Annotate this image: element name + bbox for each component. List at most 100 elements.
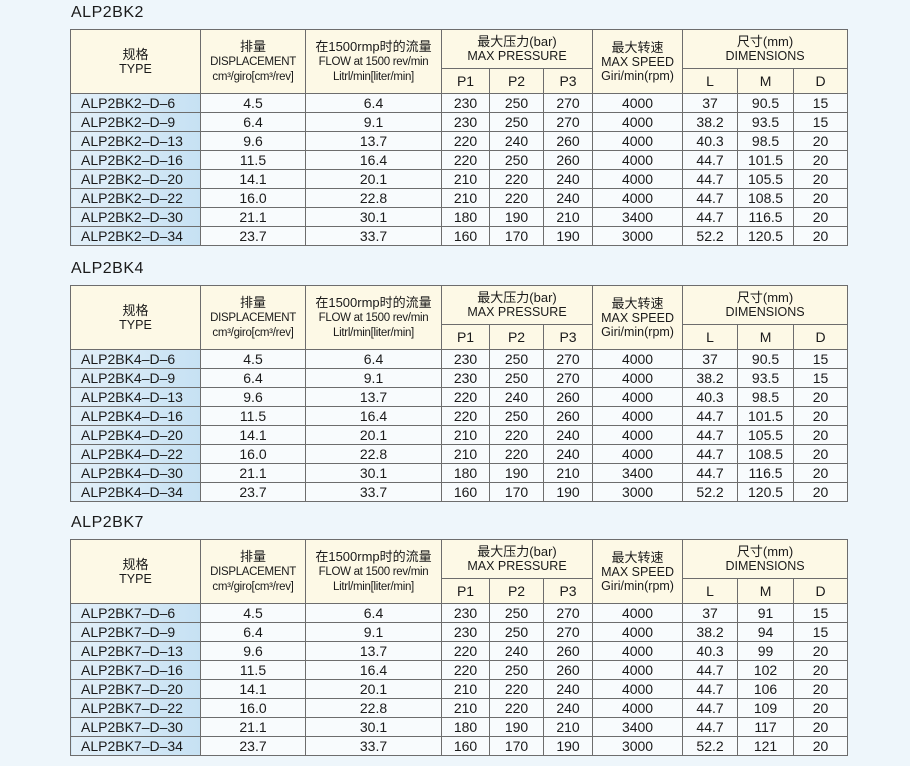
header-text: 规格 bbox=[122, 46, 149, 62]
cell-displacement: 23.7 bbox=[200, 226, 306, 246]
cell-dim-m: 121 bbox=[737, 736, 795, 756]
header-text: MAX SPEED bbox=[601, 564, 674, 579]
table-row: ALP2BK2–D–6 4.5 6.4 230 250 270 4000 37 90.5 15 bbox=[70, 93, 849, 113]
cell-max-speed: 4000 bbox=[592, 169, 684, 189]
header-row: 规格 TYPE 排量 DISPLACEMENT cm³/giro[cm³/rev] 在… bbox=[70, 29, 849, 94]
cell-displacement: 21.1 bbox=[200, 463, 306, 483]
header-m: M bbox=[737, 68, 795, 94]
cell-max-speed: 3000 bbox=[592, 226, 684, 246]
header-flow: 在1500rmp时的流量 FLOW at 1500 rev/min Litrl/mi… bbox=[305, 539, 442, 604]
cell-p3: 190 bbox=[542, 482, 594, 502]
cell-p1: 220 bbox=[441, 387, 490, 407]
cell-p2: 190 bbox=[489, 207, 544, 227]
cell-dim-m: 105.5 bbox=[737, 169, 795, 189]
header-text: Giri/min(rpm) bbox=[601, 68, 674, 83]
cell-p1: 230 bbox=[441, 368, 490, 388]
cell-max-speed: 4000 bbox=[592, 603, 684, 623]
header-flow: 在1500rmp时的流量 FLOW at 1500 rev/min Litrl/mi… bbox=[305, 285, 442, 350]
spec-table: 规格 TYPE 排量 DISPLACEMENT cm³/giro[cm³/rev] 在… bbox=[70, 29, 849, 246]
header-max-pressure: 最大压力(bar) MAX PRESSURE bbox=[440, 539, 594, 579]
cell-max-speed: 3400 bbox=[592, 207, 684, 227]
header-dimensions: 尺寸(mm) DIMENSIONS bbox=[682, 285, 849, 325]
cell-type: ALP2BK2–D–34 bbox=[70, 226, 201, 246]
cell-max-speed: 3400 bbox=[592, 717, 684, 737]
header-text: DISPLACEMENT bbox=[210, 311, 296, 324]
cell-displacement: 11.5 bbox=[200, 660, 306, 680]
header-text: 尺寸(mm) bbox=[736, 34, 794, 49]
header-text: MAX PRESSURE bbox=[467, 305, 567, 319]
header-l: L bbox=[682, 68, 739, 94]
cell-max-speed: 4000 bbox=[592, 150, 684, 170]
cell-flow: 16.4 bbox=[305, 406, 442, 426]
cell-p1: 180 bbox=[441, 717, 490, 737]
cell-dim-m: 117 bbox=[737, 717, 795, 737]
cell-dim-l: 37 bbox=[682, 349, 739, 369]
table-row: ALP2BK4–D–34 23.7 33.7 160 170 190 3000 52.2 120… bbox=[70, 482, 849, 502]
header-text: DIMENSIONS bbox=[725, 305, 805, 319]
cell-dim-d: 20 bbox=[793, 641, 849, 661]
cell-max-speed: 3000 bbox=[592, 736, 684, 756]
header-d: D bbox=[793, 324, 849, 350]
table-row: ALP2BK2–D–22 16.0 22.8 210 220 240 4000 44.7 108… bbox=[70, 188, 849, 208]
cell-dim-l: 44.7 bbox=[682, 698, 739, 718]
header-text: 排量 bbox=[239, 38, 266, 54]
cell-p1: 160 bbox=[441, 736, 490, 756]
cell-p3: 240 bbox=[542, 169, 594, 189]
cell-type: ALP2BK4–D–16 bbox=[70, 406, 201, 426]
cell-displacement: 11.5 bbox=[200, 150, 306, 170]
cell-dim-m: 109 bbox=[737, 698, 795, 718]
header-text: MAX SPEED bbox=[601, 54, 674, 69]
cell-dim-d: 20 bbox=[793, 207, 849, 227]
table-row: ALP2BK7–D–20 14.1 20.1 210 220 240 4000 44.7 106… bbox=[70, 679, 849, 699]
cell-p1: 210 bbox=[441, 425, 490, 445]
cell-displacement: 9.6 bbox=[200, 641, 306, 661]
header-text: Litrl/min[liter/min] bbox=[333, 326, 414, 339]
header-p3: P3 bbox=[542, 578, 594, 604]
cell-max-speed: 4000 bbox=[592, 349, 684, 369]
cell-dim-d: 20 bbox=[793, 425, 849, 445]
cell-p3: 240 bbox=[542, 188, 594, 208]
cell-type: ALP2BK2–D–22 bbox=[70, 188, 201, 208]
cell-dim-l: 37 bbox=[682, 93, 739, 113]
cell-flow: 9.1 bbox=[305, 112, 442, 132]
cell-displacement: 4.5 bbox=[200, 349, 306, 369]
cell-displacement: 11.5 bbox=[200, 406, 306, 426]
header-text: Litrl/min[liter/min] bbox=[333, 70, 414, 83]
cell-dim-d: 20 bbox=[793, 188, 849, 208]
cell-p3: 240 bbox=[542, 698, 594, 718]
cell-dim-l: 44.7 bbox=[682, 150, 739, 170]
cell-p2: 220 bbox=[489, 698, 544, 718]
cell-dim-d: 20 bbox=[793, 131, 849, 151]
header-l: L bbox=[682, 324, 739, 350]
header-text: 规格 bbox=[122, 302, 149, 318]
cell-max-speed: 4000 bbox=[592, 425, 684, 445]
header-row: 规格 TYPE 排量 DISPLACEMENT cm³/giro[cm³/rev] 在… bbox=[70, 539, 849, 604]
cell-p3: 190 bbox=[542, 736, 594, 756]
cell-flow: 9.1 bbox=[305, 622, 442, 642]
cell-displacement: 23.7 bbox=[200, 736, 306, 756]
cell-max-speed: 4000 bbox=[592, 660, 684, 680]
cell-p1: 210 bbox=[441, 698, 490, 718]
cell-dim-m: 116.5 bbox=[737, 463, 795, 483]
cell-max-speed: 4000 bbox=[592, 406, 684, 426]
cell-dim-d: 20 bbox=[793, 387, 849, 407]
cell-dim-l: 44.7 bbox=[682, 425, 739, 445]
cell-flow: 30.1 bbox=[305, 207, 442, 227]
header-text: 尺寸(mm) bbox=[736, 544, 794, 559]
cell-dim-m: 102 bbox=[737, 660, 795, 680]
header-text: MAX SPEED bbox=[601, 310, 674, 325]
cell-max-speed: 4000 bbox=[592, 622, 684, 642]
cell-dim-l: 38.2 bbox=[682, 112, 739, 132]
header-text: DISPLACEMENT bbox=[210, 565, 296, 578]
table-row: ALP2BK2–D–16 11.5 16.4 220 250 260 4000 44.7 101… bbox=[70, 150, 849, 170]
cell-type: ALP2BK7–D–13 bbox=[70, 641, 201, 661]
cell-dim-d: 20 bbox=[793, 444, 849, 464]
cell-max-speed: 4000 bbox=[592, 131, 684, 151]
cell-p3: 240 bbox=[542, 679, 594, 699]
cell-p3: 260 bbox=[542, 150, 594, 170]
cell-type: ALP2BK7–D–9 bbox=[70, 622, 201, 642]
header-max-pressure: 最大压力(bar) MAX PRESSURE bbox=[440, 285, 594, 325]
header-displacement: 排量 DISPLACEMENT cm³/giro[cm³/rev] bbox=[200, 29, 306, 94]
cell-p2: 250 bbox=[489, 349, 544, 369]
table-row: ALP2BK7–D–9 6.4 9.1 230 250 270 4000 38.2 94 15 bbox=[70, 622, 849, 642]
